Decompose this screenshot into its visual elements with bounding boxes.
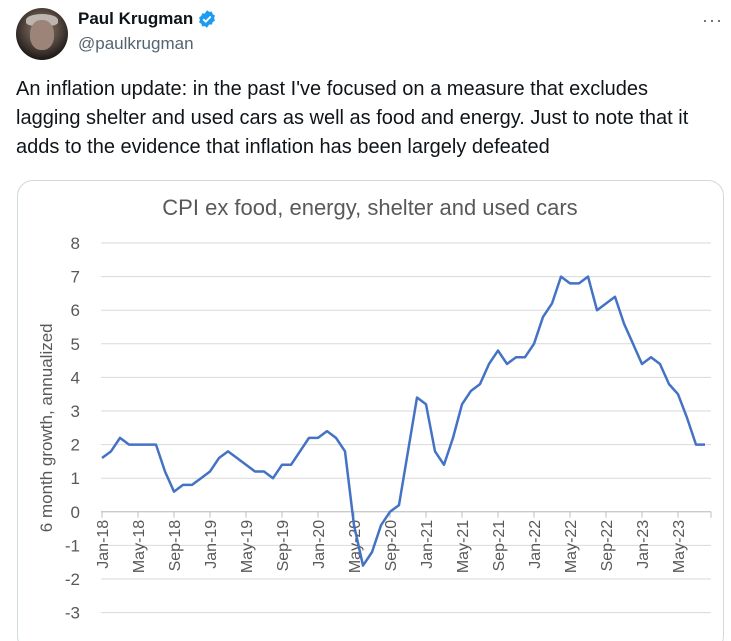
y-tick-label: 7 [71, 268, 80, 287]
x-tick-label: Jan-23 [635, 520, 652, 569]
x-tick-label: Jan-22 [527, 520, 544, 569]
chart-image[interactable]: CPI ex food, energy, shelter and used ca… [17, 180, 724, 641]
line-chart: CPI ex food, energy, shelter and used ca… [37, 195, 712, 623]
y-tick-label: 4 [71, 368, 80, 387]
x-tick-label: Jan-18 [95, 520, 112, 569]
x-tick-label: Jan-19 [203, 520, 220, 569]
avatar[interactable] [16, 8, 68, 60]
y-tick-label: 1 [71, 469, 80, 488]
y-tick-label: 0 [71, 503, 80, 522]
author-name-row[interactable]: Paul Krugman [78, 9, 217, 29]
y-tick-label: 6 [71, 301, 80, 320]
x-tick-label: Sep-18 [167, 520, 184, 572]
y-tick-label: 3 [71, 402, 80, 421]
x-tick-label: Jan-20 [311, 520, 328, 569]
verified-badge-icon [199, 10, 216, 28]
x-tick-label: Sep-22 [599, 520, 616, 572]
x-tick-label: May-21 [455, 520, 472, 573]
y-tick-label: 2 [71, 436, 80, 455]
x-tick-label: May-23 [671, 520, 688, 573]
y-tick-label: -2 [65, 570, 80, 589]
x-tick-label: May-20 [347, 520, 364, 573]
y-tick-label: 5 [71, 335, 80, 354]
x-tick-label: Jan-21 [419, 520, 436, 569]
y-tick-label: 8 [71, 234, 80, 253]
series-line [101, 275, 705, 567]
y-tick-label: -3 [65, 604, 80, 623]
tweet-text: An inflation update: in the past I've fo… [16, 78, 689, 158]
x-tick-label: Sep-21 [491, 520, 508, 572]
y-tick-label: -1 [65, 536, 80, 555]
x-tick-label: May-18 [131, 520, 148, 573]
x-tick-label: Sep-20 [383, 520, 400, 572]
x-tick-label: Sep-19 [275, 520, 292, 572]
author-handle[interactable]: @paulkrugman [78, 34, 194, 53]
ellipsis-icon[interactable]: ··· [702, 10, 723, 30]
y-axis-label: 6 month growth, annualized [37, 323, 56, 532]
x-tick-label: May-19 [239, 520, 256, 573]
chart-title: CPI ex food, energy, shelter and used ca… [162, 195, 577, 220]
author-name[interactable]: Paul Krugman [78, 9, 194, 28]
x-tick-label: May-22 [563, 520, 580, 573]
